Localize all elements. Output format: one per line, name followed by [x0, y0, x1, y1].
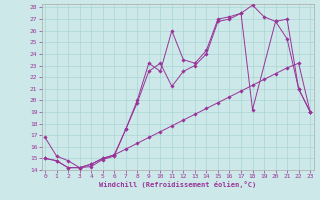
X-axis label: Windchill (Refroidissement éolien,°C): Windchill (Refroidissement éolien,°C) [99, 181, 256, 188]
